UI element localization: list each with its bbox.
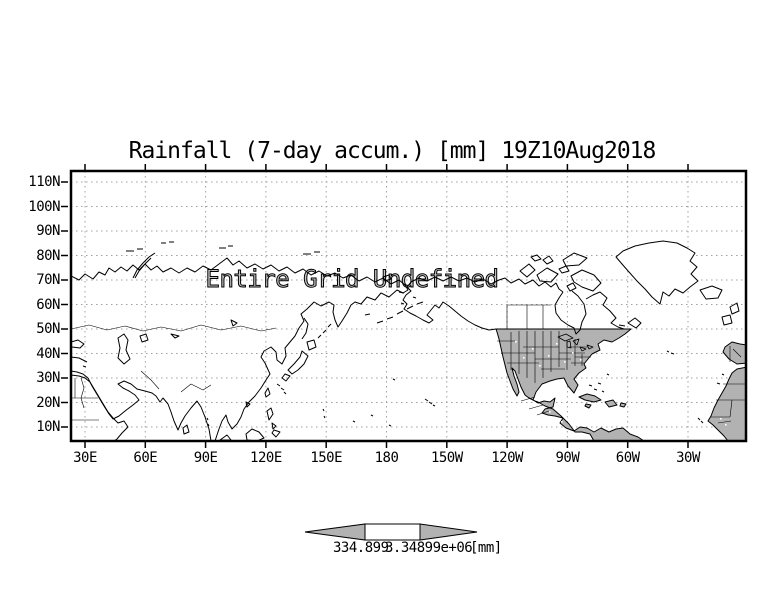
lat-tick-label: 90N bbox=[36, 223, 60, 239]
lon-tick-label: 90W bbox=[555, 450, 580, 466]
grid-undefined-message: Entire Grid Undefined bbox=[205, 265, 499, 294]
state-borders-layer bbox=[497, 304, 746, 424]
colorbar-unit-label: [mm] bbox=[470, 540, 502, 556]
jamaica-shaded bbox=[584, 403, 592, 409]
lat-tick-label: 100N bbox=[28, 198, 60, 215]
lat-tick-label: 30N bbox=[36, 370, 60, 386]
lon-tick-label: 150W bbox=[430, 450, 463, 466]
lat-tick-label: 60N bbox=[36, 296, 60, 313]
map-canvas bbox=[61, 164, 748, 448]
north-america-shaded bbox=[495, 328, 645, 441]
lon-tick-label: 30E bbox=[73, 450, 97, 466]
puerto-rico-shaded bbox=[619, 402, 627, 408]
lon-tick-label: 150E bbox=[310, 450, 343, 466]
tick-layer bbox=[61, 164, 689, 448]
west-africa-shaded bbox=[707, 366, 746, 441]
colorbar-right-arrow bbox=[419, 523, 478, 541]
cuba-shaded bbox=[578, 393, 602, 403]
colorbar-min-label: 334.899 bbox=[333, 540, 389, 556]
station-dots-layer bbox=[515, 341, 727, 426]
coastlines-layer bbox=[71, 240, 740, 441]
land-shading-layer bbox=[495, 328, 746, 441]
lon-tick-label: 120W bbox=[491, 450, 523, 466]
lat-tick-label: 40N bbox=[36, 345, 60, 362]
lat-tick-label: 10N bbox=[36, 419, 60, 435]
lon-tick-label: 120E bbox=[250, 450, 282, 466]
colorbar-bar bbox=[364, 523, 421, 541]
lat-tick-label: 70N bbox=[36, 272, 60, 288]
lat-tick-label: 80N bbox=[36, 247, 60, 264]
map-frame bbox=[69, 169, 748, 443]
plot-title: Rainfall (7-day accum.) [mm] 19Z10Aug201… bbox=[128, 138, 657, 164]
hispaniola-shaded bbox=[604, 399, 618, 408]
lat-tick-label: 20N bbox=[36, 394, 60, 411]
colorbar bbox=[304, 523, 478, 541]
grid-layer bbox=[71, 171, 746, 441]
colorbar-max-label: 3.34899e+06 bbox=[385, 540, 473, 556]
lon-tick-label: 30W bbox=[676, 450, 700, 466]
iberia-shaded bbox=[722, 341, 746, 365]
lon-tick-label: 90E bbox=[193, 450, 218, 466]
lon-tick-label: 60W bbox=[615, 450, 640, 466]
lat-tick-label: 110N bbox=[28, 174, 60, 190]
lon-tick-label: 180 bbox=[374, 450, 399, 466]
colorbar-left-arrow bbox=[304, 523, 366, 541]
lon-tick-label: 60E bbox=[133, 450, 158, 466]
lat-tick-label: 50N bbox=[36, 321, 60, 337]
